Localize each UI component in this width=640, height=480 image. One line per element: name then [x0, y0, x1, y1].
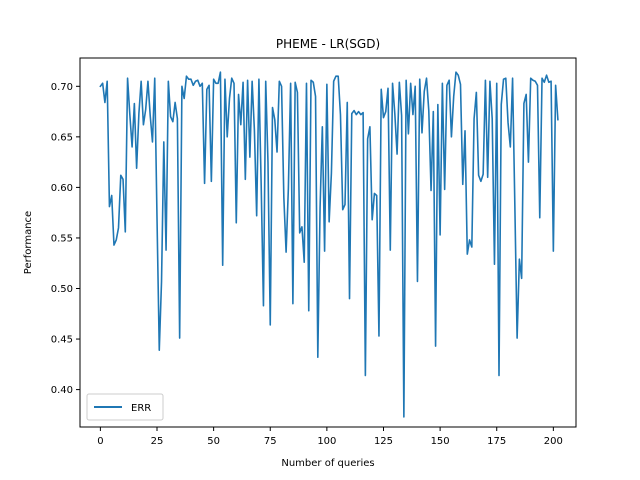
x-axis-label: Number of queries [281, 458, 374, 469]
axes-frame [79, 57, 577, 428]
y-axis: 0.40 0.45 0.50 0.55 0.60 0.65 0.70 [51, 82, 80, 396]
x-tick-label: 50 [207, 436, 220, 447]
x-axis: 0 25 50 75 100 125 150 175 200 [97, 427, 563, 447]
y-tick-label: 0.60 [51, 183, 73, 194]
y-tick-label: 0.70 [51, 82, 73, 93]
legend-label-err: ERR [131, 403, 151, 414]
x-tick-label: 75 [264, 436, 277, 447]
series-line-err [99, 71, 559, 418]
y-tick-label: 0.45 [51, 335, 73, 346]
x-tick-label: 150 [431, 436, 450, 447]
plot-area [99, 71, 559, 418]
x-tick-label: 200 [544, 436, 563, 447]
legend-box [86, 393, 164, 421]
x-tick-label: 25 [151, 436, 164, 447]
legend: ERR [86, 393, 164, 421]
y-tick-label: 0.55 [51, 233, 73, 244]
x-tick-label: 125 [374, 436, 393, 447]
y-tick-label: 0.50 [51, 284, 73, 295]
chart-title: PHEME - LR(SGD) [276, 37, 380, 51]
y-tick-label: 0.40 [51, 385, 73, 396]
y-tick-label: 0.65 [51, 132, 73, 143]
x-tick-label: 175 [487, 436, 506, 447]
y-axis-label: Performance [23, 211, 34, 274]
x-tick-label: 100 [317, 436, 336, 447]
x-tick-label: 0 [97, 436, 103, 447]
